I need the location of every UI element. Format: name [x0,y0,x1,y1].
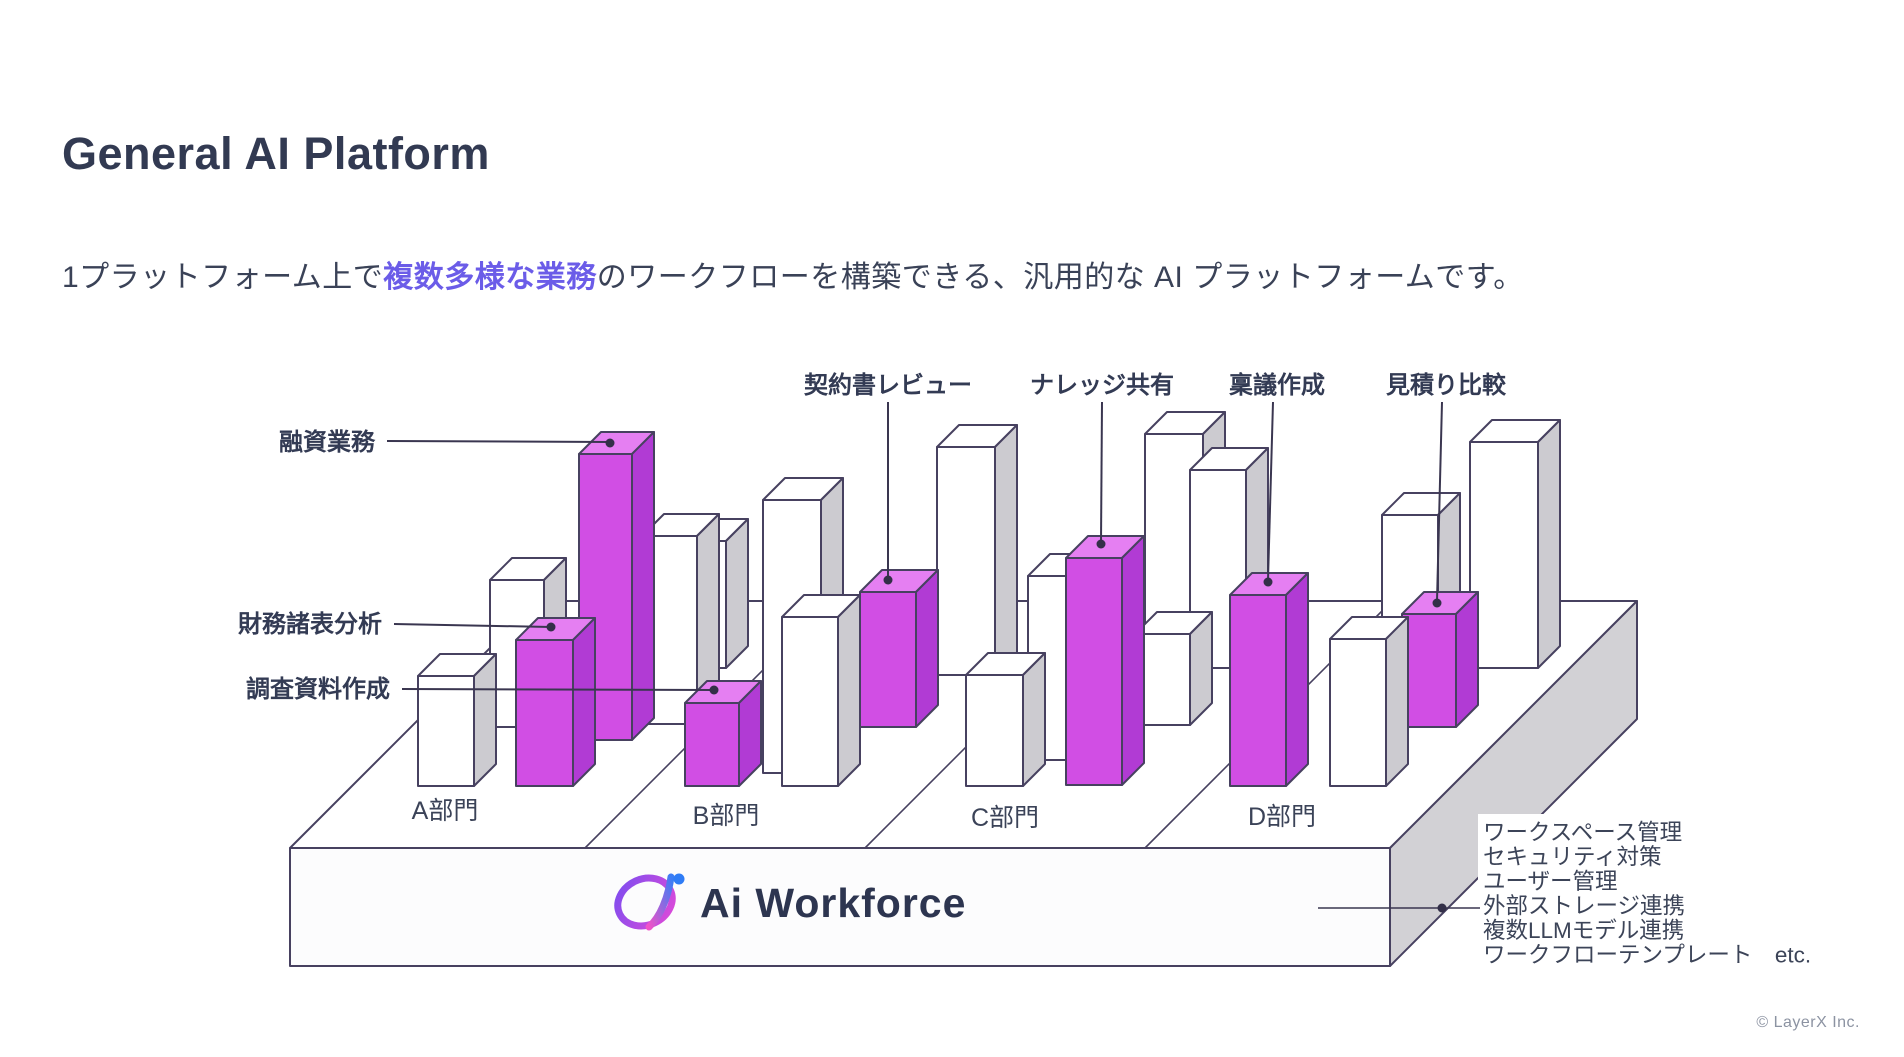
bar-b-front-white-front-face [781,616,839,787]
workflow-top-1-leader-dot [883,575,893,585]
bar-a-front-white-front-face [417,675,475,787]
bar-c-front-white-front-face [965,674,1024,787]
bar-c-tall-white-1-front-face [936,446,996,676]
bar-a-front-white [417,653,497,787]
copyright: © LayerX Inc. [1756,1014,1860,1031]
workflow-top-4-leader-dot [1432,598,1442,608]
feature-leader-dot [1437,903,1447,913]
bar-c-front-white-side-face [1022,652,1046,787]
workflow-left-1-label: 融資業務 [279,429,376,456]
bar-approval-drafting [1229,572,1309,787]
feature-item-5: 複数LLMモデル連携 [1483,918,1684,943]
platform-front-face [289,847,1391,967]
bar-a-front-white-side-face [473,653,497,787]
bar-b-front-white [781,594,861,787]
bar-c-front-white [965,652,1046,787]
workflow-top-4-label: 見積り比較 [1386,371,1507,399]
bar-quote-comparison [1401,591,1479,728]
department-label-b: B部門 [693,802,760,830]
workflow-top-3-leader-line [1267,401,1274,581]
bar-contract-review [859,569,939,728]
bar-b-front-white-side-face [837,594,861,787]
feature-item-1: ワークスペース管理 [1483,820,1682,845]
workflow-left-1-leader-dot [605,438,615,448]
workflow-left-3-leader-dot [709,685,719,695]
subtitle-highlight: 複数多様な業務 [383,261,597,294]
bar-c-small-white [1134,611,1213,726]
workflow-left-3-leader-line [401,688,715,691]
bar-financial-statement-analysis [515,617,596,787]
bar-contract-review-front-face [859,591,917,728]
feature-item-6: ワークフローテンプレート etc. [1483,943,1811,968]
bar-d-front-white-side-face [1385,616,1409,787]
bar-financing-work-side-face [631,431,655,741]
department-label-c: C部門 [971,804,1039,832]
workflow-top-3-label: 稟議作成 [1229,371,1325,399]
workflow-top-4-leader-line [1436,401,1443,602]
bar-d-tall-white-2-front-face [1469,441,1539,669]
bar-contract-review-side-face [915,569,939,728]
workflow-left-3-label: 調査資料作成 [246,675,390,703]
workflow-left-1-leader-line [386,440,611,443]
workflow-left-2-label: 財務諸表分析 [238,610,382,638]
feature-item-4: 外部ストレージ連携 [1483,894,1685,919]
bar-d-tall-white-2-side-face [1537,419,1561,669]
workflow-left-2-leader-line [393,623,552,628]
bar-a-back-white-2 [641,513,720,725]
logo-wordmark: Ai Workforce [700,880,966,926]
bar-d-front-white [1329,616,1409,787]
bar-d-front-white-front-face [1329,638,1387,787]
workflow-top-2-leader-line [1100,401,1103,543]
workflow-top-1-label: 契約書レビュー [804,371,972,399]
department-label-a: A部門 [412,797,479,825]
bar-approval-drafting-side-face [1285,572,1309,787]
bar-financial-statement-analysis-side-face [572,617,596,787]
bar-knowledge-sharing-front-face [1065,557,1123,786]
bar-knowledge-sharing [1065,535,1145,786]
bar-c-tall-white-1 [936,424,1018,676]
logo-tail [645,873,675,931]
workflow-left-2-leader-dot [546,622,556,632]
bar-d-tall-white-2 [1469,419,1561,669]
bar-financial-statement-analysis-front-face [515,639,574,787]
bar-approval-drafting-front-face [1229,594,1287,787]
bar-b-back-white-1-side-face [725,518,749,669]
bar-c-tall-white-1-side-face [994,424,1018,676]
logo-dot-icon [673,873,685,885]
department-label-d: D部門 [1248,803,1316,831]
subtitle-post: のワークフローを構築できる、汎用的な AI プラットフォームです。 [596,261,1524,294]
bar-quote-comparison-side-face [1455,591,1479,728]
bar-quote-comparison-front-face [1401,613,1457,728]
subtitle-pre: 1プラットフォーム上で [62,261,384,294]
bar-research-material-creation-front-face [684,702,740,787]
subtitle: 1プラットフォーム上で複数多様な業務のワークフローを構築できる、汎用的な AI … [62,252,1524,296]
feature-item-2: セキュリティ対策 [1483,845,1662,870]
page-title: General AI Platform [62,128,490,179]
workflow-top-2-leader-dot [1096,539,1106,549]
feature-item-3: ユーザー管理 [1483,869,1618,894]
bar-knowledge-sharing-side-face [1121,535,1145,786]
workflow-top-2-label: ナレッジ共有 [1030,372,1174,399]
feature-list-background [1478,814,1880,972]
workflow-top-3-leader-dot [1263,577,1273,587]
bar-research-material-creation [684,680,762,787]
